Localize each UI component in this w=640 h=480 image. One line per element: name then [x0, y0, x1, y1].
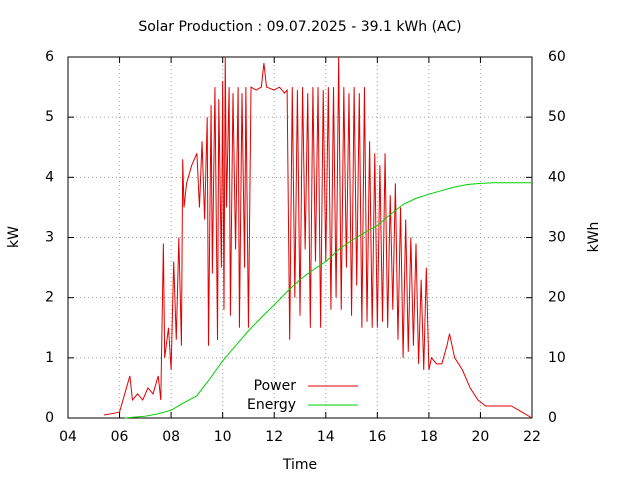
series-line [124, 182, 532, 419]
x-tick-label: 10 [214, 429, 232, 445]
series-line [104, 56, 533, 419]
y-axis-label: kW [6, 226, 22, 248]
y-tick-label: 0 [45, 410, 54, 426]
y-tick-label: 4 [45, 169, 54, 185]
x-tick-label: 12 [265, 429, 283, 445]
x-tick-label: 08 [162, 429, 180, 445]
y2-tick-label: 40 [548, 169, 566, 185]
y2-axis-label: kWh [586, 222, 602, 253]
x-tick-label: 04 [59, 429, 77, 445]
y-tick-label: 1 [45, 350, 54, 366]
y2-tick-label: 50 [548, 109, 566, 125]
y-tick-label: 3 [45, 230, 54, 246]
plot-border [67, 56, 533, 419]
y2-tick-label: 60 [548, 49, 566, 65]
y-tick-label: 5 [45, 109, 54, 125]
x-tick-label: 20 [472, 429, 490, 445]
x-tick-label: 06 [111, 429, 129, 445]
x-tick-label: 18 [420, 429, 438, 445]
x-tick-label: 22 [523, 429, 541, 445]
x-tick-label: 16 [368, 429, 386, 445]
legend-label: Energy [247, 397, 296, 413]
y2-tick-label: 30 [548, 230, 566, 246]
chart-title: Solar Production : 09.07.2025 - 39.1 kWh… [138, 19, 461, 35]
x-tick-label: 14 [317, 429, 335, 445]
y2-tick-label: 20 [548, 290, 566, 306]
x-axis-label: Time [282, 457, 317, 473]
y-tick-label: 6 [45, 49, 54, 65]
y-tick-label: 2 [45, 290, 54, 306]
legend-label: Power [254, 378, 297, 394]
y2-tick-label: 10 [548, 350, 566, 366]
y2-tick-label: 0 [548, 410, 557, 426]
